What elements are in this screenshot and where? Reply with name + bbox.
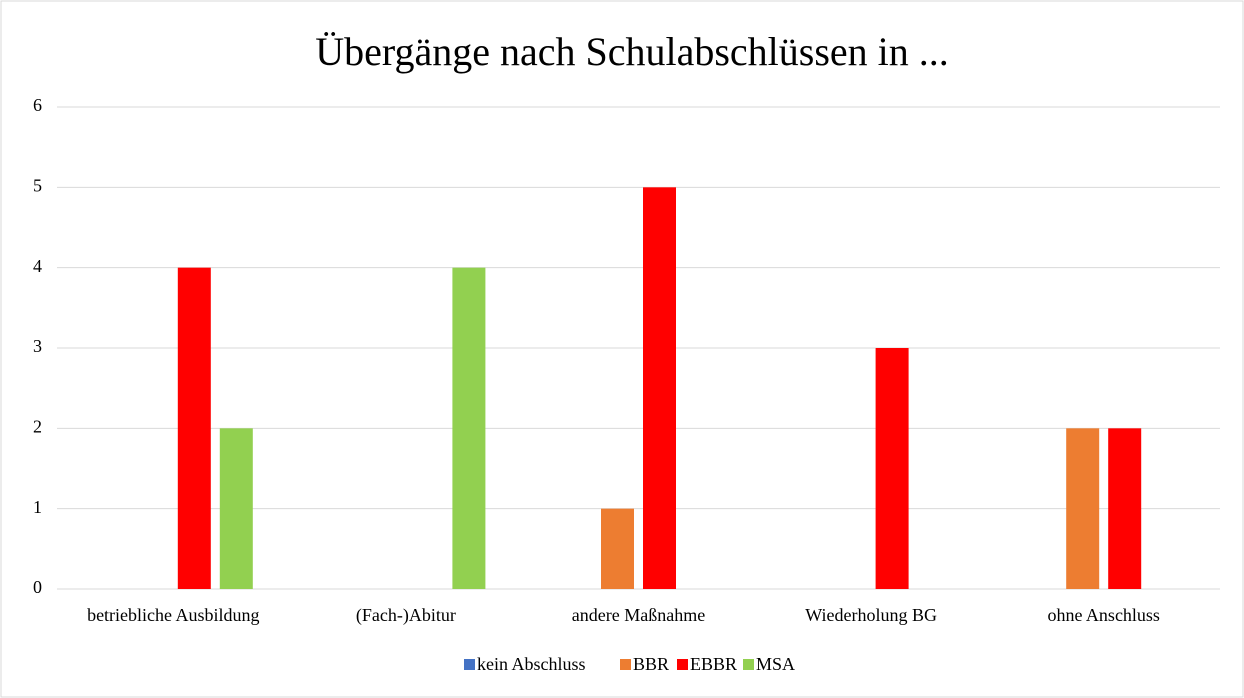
- bar: [643, 187, 676, 590]
- chart-title: Übergänge nach Schulabschlüssen in ...: [315, 29, 949, 74]
- legend-label: MSA: [756, 654, 795, 674]
- y-tick-label: 1: [33, 497, 42, 517]
- legend-swatch: [464, 659, 475, 670]
- bar: [601, 508, 634, 589]
- legend-swatch: [743, 659, 754, 670]
- legend-label: EBBR: [690, 654, 737, 674]
- y-tick-label: 5: [33, 175, 42, 195]
- y-tick-label: 2: [33, 416, 42, 436]
- x-tick-label: betriebliche Ausbildung: [87, 605, 259, 625]
- bar: [1066, 428, 1100, 589]
- bar: [219, 428, 253, 589]
- x-tick-label: ohne Anschluss: [1047, 605, 1160, 625]
- bar: [875, 348, 909, 589]
- legend-swatch: [620, 659, 631, 670]
- x-tick-label: andere Maßnahme: [572, 605, 705, 625]
- legend-swatch: [677, 659, 688, 670]
- bar: [452, 267, 486, 589]
- legend-label: kein Abschluss: [477, 654, 586, 674]
- y-tick-label: 4: [33, 256, 42, 276]
- legend-label: BBR: [633, 654, 669, 674]
- bar: [1108, 428, 1142, 589]
- y-tick-label: 3: [33, 336, 42, 356]
- x-tick-label: (Fach-)Abitur: [356, 605, 456, 626]
- x-tick-label: Wiederholung BG: [805, 605, 937, 625]
- y-tick-label: 0: [33, 577, 42, 597]
- y-tick-label: 6: [33, 95, 42, 115]
- bar: [177, 267, 211, 589]
